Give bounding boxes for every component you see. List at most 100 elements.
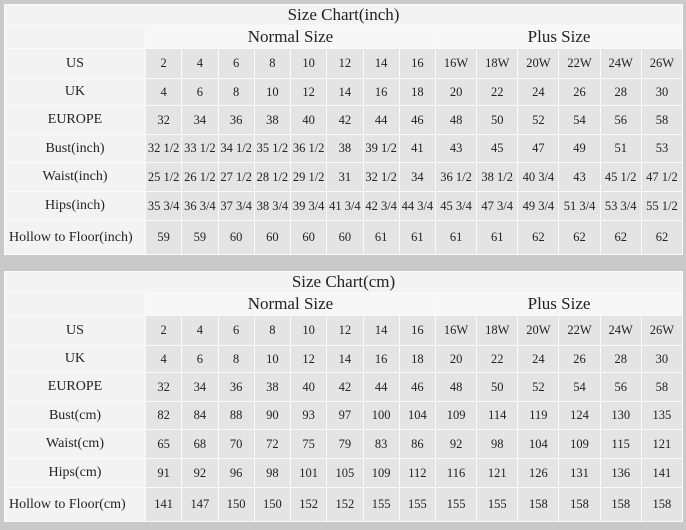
size-cell: 59 — [144, 220, 183, 255]
size-cell: 49 — [558, 134, 601, 163]
group-header-normal: Normal Size — [145, 25, 436, 49]
size-cell: 109 — [558, 429, 601, 459]
size-cell: 109 — [362, 458, 400, 488]
size-cell: 51 — [599, 134, 642, 163]
size-cell: 62 — [599, 220, 642, 255]
size-cell: 83 — [362, 429, 400, 459]
size-cell: 40 3/4 — [517, 162, 560, 192]
row-label: Hips(cm) — [4, 458, 146, 488]
size-cell: 100 — [362, 401, 400, 430]
size-cell: 84 — [181, 401, 219, 430]
size-cell: 22 — [476, 78, 519, 106]
size-cell: 16W — [434, 48, 478, 79]
size-cell: 53 3/4 — [599, 191, 642, 221]
row-label: US — [4, 48, 146, 79]
size-cell: 34 — [398, 162, 437, 192]
size-cell: 44 3/4 — [398, 191, 437, 221]
size-cell: 112 — [398, 458, 437, 488]
size-cell: 115 — [599, 429, 642, 459]
row-label: US — [4, 315, 146, 346]
size-cell: 32 1/2 — [144, 134, 183, 163]
size-cell: 32 — [144, 372, 183, 402]
size-cell: 28 1/2 — [253, 162, 292, 192]
header-corner — [4, 25, 146, 49]
size-cell: 32 — [144, 105, 183, 135]
size-cell: 38 — [253, 105, 292, 135]
size-cell: 34 1/2 — [217, 134, 255, 163]
size-cell: 2 — [144, 48, 183, 79]
size-cell: 6 — [181, 78, 219, 106]
size-cell: 8 — [217, 78, 255, 106]
size-cell: 56 — [599, 372, 642, 402]
size-cell: 12 — [289, 78, 328, 106]
table-row: UK 4 6 8 10 12 14 16 18 20 22 24 26 28 30 — [4, 78, 684, 106]
size-cell: 155 — [434, 487, 478, 522]
size-cell: 61 — [476, 220, 519, 255]
size-cell: 62 — [517, 220, 560, 255]
size-cell: 42 3/4 — [362, 191, 400, 221]
size-cell: 109 — [434, 401, 478, 430]
size-cell: 16W — [434, 315, 478, 346]
size-cell: 8 — [217, 345, 255, 373]
size-cell: 12 — [326, 315, 364, 346]
size-cell: 60 — [217, 220, 255, 255]
size-cell: 121 — [640, 429, 684, 459]
size-cell: 131 — [558, 458, 601, 488]
size-cell: 141 — [144, 487, 183, 522]
size-cell: 116 — [434, 458, 478, 488]
size-cell: 10 — [253, 345, 292, 373]
group-header-plus: Plus Size — [434, 292, 684, 316]
size-cell: 41 3/4 — [326, 191, 364, 221]
size-cell: 48 — [434, 372, 478, 402]
size-cell: 8 — [253, 48, 292, 79]
size-cell: 46 — [398, 105, 437, 135]
size-cell: 44 — [362, 105, 400, 135]
size-cell: 48 — [434, 105, 478, 135]
size-cell: 158 — [558, 487, 601, 522]
size-cell: 20 — [434, 345, 478, 373]
size-cell: 51 3/4 — [558, 191, 601, 221]
size-cell: 26 — [558, 78, 601, 106]
size-cell: 155 — [476, 487, 519, 522]
table-row: Hips(cm) 91 92 96 98 101 105 109 112 116 121 126 131… — [4, 458, 684, 488]
size-cell: 14 — [362, 48, 400, 79]
size-cell: 61 — [362, 220, 400, 255]
size-cell: 53 — [640, 134, 684, 163]
size-cell: 43 — [558, 162, 601, 192]
size-cell: 79 — [326, 429, 364, 459]
row-label: Hips(inch) — [4, 191, 146, 221]
size-cell: 4 — [181, 48, 219, 79]
size-cell: 30 — [640, 78, 684, 106]
size-cell: 24W — [599, 315, 642, 346]
size-cell: 150 — [253, 487, 292, 522]
size-cell: 40 — [289, 105, 328, 135]
size-cell: 105 — [326, 458, 364, 488]
size-cell: 98 — [253, 458, 292, 488]
table-row: Hollow to Floor(inch) 59 59 60 60 60 60 61 61 61 6… — [4, 220, 684, 255]
table-row: US 2 4 6 8 10 12 14 16 16W 18W 20W 22W 24W 26W — [4, 48, 684, 79]
size-cell: 14 — [326, 345, 364, 373]
size-cell: 136 — [599, 458, 642, 488]
size-cell: 24W — [599, 48, 642, 79]
size-table: Size Chart(inch) Normal Size Plus Size US 2 4… — [3, 4, 684, 255]
size-cell: 147 — [181, 487, 219, 522]
size-cell: 58 — [640, 105, 684, 135]
size-cell: 16 — [398, 315, 437, 346]
size-cell: 55 1/2 — [640, 191, 684, 221]
size-cell: 6 — [217, 48, 255, 79]
size-cell: 158 — [517, 487, 560, 522]
size-cell: 28 — [599, 78, 642, 106]
size-cell: 29 1/2 — [289, 162, 328, 192]
size-cell: 36 — [217, 105, 255, 135]
header-corner — [4, 292, 146, 316]
size-cell: 24 — [517, 78, 560, 106]
size-cell: 82 — [144, 401, 183, 430]
size-cell: 18W — [476, 315, 519, 346]
size-cell: 152 — [289, 487, 328, 522]
size-cell: 38 3/4 — [253, 191, 292, 221]
size-cell: 86 — [398, 429, 437, 459]
size-cell: 54 — [558, 105, 601, 135]
size-cell: 44 — [362, 372, 400, 402]
size-cell: 30 — [640, 345, 684, 373]
size-cell: 22W — [558, 48, 601, 79]
